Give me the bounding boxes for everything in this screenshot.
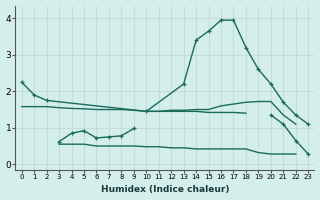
X-axis label: Humidex (Indice chaleur): Humidex (Indice chaleur)	[101, 185, 229, 194]
